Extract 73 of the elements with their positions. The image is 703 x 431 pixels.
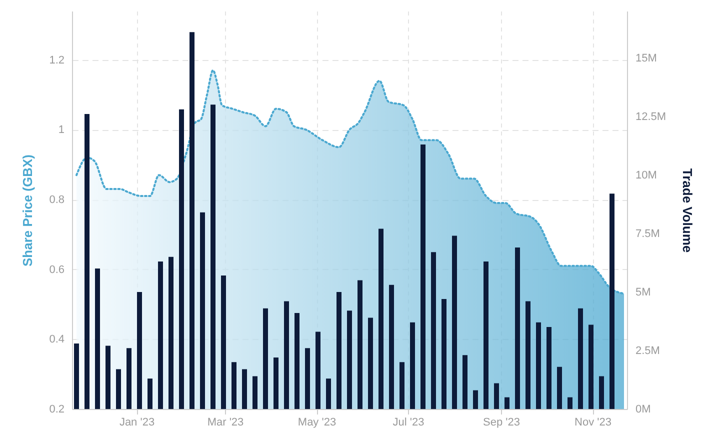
y-tick-label: 0.6 (49, 264, 64, 276)
x-tick-label: May '23 (298, 416, 336, 428)
y2-tick-label: 2.5M (636, 344, 660, 357)
bar (568, 397, 572, 409)
bar (526, 301, 530, 409)
bar (316, 332, 320, 409)
bar (137, 292, 142, 409)
bar (588, 324, 594, 409)
bar (557, 366, 562, 409)
bar (242, 369, 247, 409)
bar (452, 236, 457, 409)
bar (274, 357, 278, 409)
bar (158, 262, 163, 409)
bar (148, 378, 152, 409)
y2-tick-label: 12.5M (636, 110, 666, 123)
bar (179, 109, 184, 409)
bar (610, 194, 614, 409)
bar (326, 378, 331, 409)
bar (210, 104, 216, 409)
y2-tick-label: 7.5M (636, 228, 660, 240)
bar (410, 322, 415, 409)
bar (74, 343, 79, 409)
bar (336, 292, 342, 409)
x-tick-label: Sep '23 (483, 416, 520, 428)
y-tick-label: 1.2 (49, 54, 64, 66)
bar (221, 276, 226, 409)
bar (378, 228, 384, 409)
bar (420, 144, 426, 409)
bar (504, 397, 510, 409)
bar (358, 280, 362, 409)
bar (347, 310, 352, 409)
bar (106, 346, 110, 409)
bar (431, 252, 436, 409)
y2-tick-label: 15M (636, 52, 657, 64)
bar (190, 32, 194, 409)
bar (252, 376, 258, 409)
bar (116, 369, 121, 409)
bar (368, 318, 373, 409)
bar (126, 348, 132, 409)
bar (442, 298, 446, 409)
y-tick-label: 0.8 (49, 194, 64, 206)
bar (515, 247, 520, 409)
y-axis-title: Share Price (GBX) (20, 154, 36, 266)
bar (578, 308, 583, 409)
y-tick-label: 1 (58, 124, 64, 136)
y2-tick-label: 5M (636, 286, 651, 298)
bar (263, 308, 268, 409)
bar (400, 362, 404, 409)
bar (232, 362, 236, 409)
bar (389, 284, 394, 409)
y2-tick-label: 10M (636, 169, 657, 182)
bar (95, 268, 100, 409)
x-tick-label: Jan '23 (119, 416, 155, 428)
bar (168, 256, 174, 409)
bar (284, 301, 289, 409)
bar (494, 383, 499, 409)
x-tick-label: Nov '23 (574, 416, 612, 428)
bar (294, 313, 300, 409)
bar (473, 390, 478, 409)
x-tick-label: Jul '23 (392, 416, 424, 428)
bar (305, 348, 310, 409)
bar (599, 376, 604, 409)
x-tick-label: Mar '23 (207, 416, 244, 428)
bar (200, 212, 205, 409)
y2-tick-label: 0M (636, 404, 651, 416)
bar (536, 322, 541, 409)
y2-axis-title: Trade Volume (680, 168, 696, 253)
y-tick-label: 0.2 (49, 404, 64, 416)
bar (462, 355, 468, 409)
y-tick-label: 0.4 (49, 334, 64, 346)
bar (546, 327, 552, 409)
bar (84, 114, 90, 409)
bar (484, 262, 488, 409)
